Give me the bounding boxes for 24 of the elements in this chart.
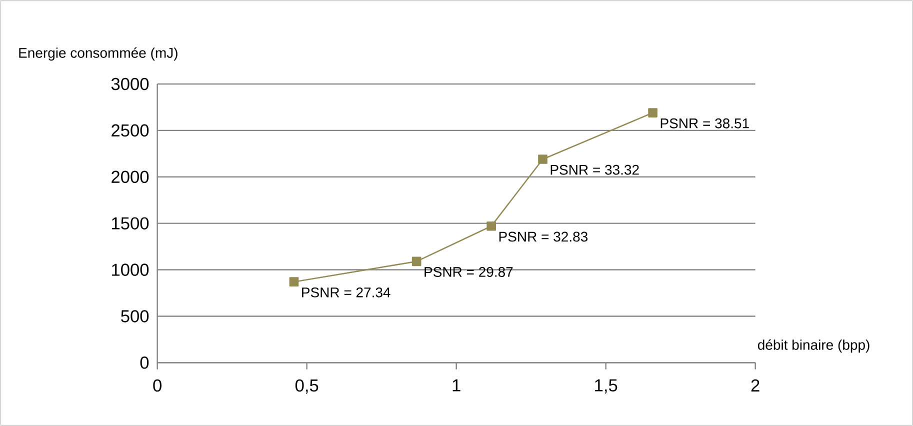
x-tick-label: 0,5 (295, 379, 318, 394)
y-axis-title: Energie consommée (mJ) (19, 47, 178, 61)
annotation: PSNR = 33.32 (550, 164, 639, 175)
x-tick-label: 1,5 (595, 379, 618, 394)
y-tick-label: 0 (140, 356, 149, 369)
annotation: PSNR = 32.83 (499, 232, 588, 242)
y-tick-label: 2000 (112, 170, 149, 184)
point (648, 108, 658, 118)
y-tick-label: 1500 (112, 217, 149, 230)
point (486, 221, 496, 231)
y-tick-label: 2500 (112, 124, 149, 137)
annotation: PSNR = 29.87 (424, 267, 513, 277)
annotation: PSNR = 38.51 (660, 118, 749, 128)
x-tick-label: 1 (452, 379, 460, 392)
y-tick-label: 3000 (111, 78, 149, 90)
point (538, 154, 548, 164)
y-tick-label: 500 (121, 310, 149, 322)
point (412, 256, 422, 266)
point (289, 277, 299, 287)
y-tick-label: 1000 (112, 264, 149, 276)
x-axis-title: débit binaire (bpp) (758, 339, 870, 353)
x-tick-label: 2 (751, 379, 760, 392)
annotation: PSNR = 27.34 (302, 287, 390, 298)
x-tick-label: 0 (153, 379, 162, 392)
